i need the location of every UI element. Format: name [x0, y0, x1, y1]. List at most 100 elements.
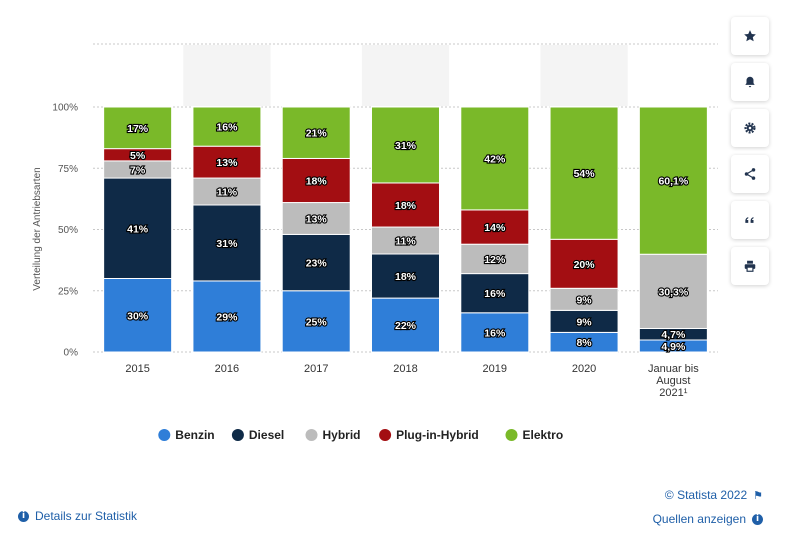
bar-segment	[460, 106, 530, 211]
data-label: 12%	[484, 254, 506, 266]
data-label: 11%	[395, 236, 416, 248]
data-label: 54%	[574, 168, 596, 180]
share-button[interactable]	[731, 155, 769, 193]
data-label: 22%	[395, 320, 417, 332]
info-icon: i	[18, 510, 29, 522]
data-label: 16%	[484, 327, 506, 339]
bar-segment	[281, 106, 351, 159]
data-label: 30,3%	[658, 286, 688, 298]
settings-button[interactable]	[731, 109, 769, 147]
legend-label: Benzin	[175, 428, 214, 442]
bar-segment	[460, 312, 530, 353]
data-label: 41%	[127, 223, 149, 235]
x-tick-label: August	[656, 375, 690, 387]
bell-icon	[745, 76, 755, 88]
y-tick-label: 25%	[58, 286, 78, 297]
bar-segment	[460, 243, 530, 275]
data-label: 9%	[576, 316, 592, 328]
data-label: 31%	[395, 140, 417, 152]
bar-segment	[638, 106, 708, 255]
data-label: 60,1%	[658, 176, 688, 188]
data-label: 18%	[395, 271, 417, 283]
favorite-button[interactable]	[731, 17, 769, 55]
data-label: 17%	[127, 123, 149, 135]
data-label: 30%	[127, 310, 149, 322]
y-axis-label: Verteilung der Antriebsarten	[32, 167, 43, 290]
x-tick-label: 2015	[125, 363, 149, 375]
bar-segment	[192, 106, 262, 147]
bar-segment	[281, 233, 351, 292]
legend-label: Plug-in-Hybrid	[396, 428, 479, 442]
data-label: 13%	[306, 213, 328, 225]
share-icon	[744, 168, 756, 180]
bar-segment	[371, 182, 440, 228]
bar-segment	[281, 157, 351, 204]
bar-segment	[371, 226, 440, 255]
details-link[interactable]: i Details zur Statistik	[18, 509, 137, 523]
data-label: 16%	[484, 288, 506, 300]
data-label: 9%	[576, 294, 592, 306]
y-tick-label: 100%	[52, 103, 78, 114]
bar-segment	[371, 253, 440, 299]
data-label: 20%	[574, 259, 596, 271]
gear-icon	[744, 122, 756, 134]
data-label: 11%	[217, 187, 238, 199]
copyright-text: © Statista 2022	[664, 488, 748, 502]
data-label: 42%	[484, 153, 506, 165]
y-tick-label: 50%	[58, 225, 78, 236]
band-5	[540, 45, 628, 106]
bar-segment	[371, 297, 440, 353]
notification-button[interactable]	[731, 63, 769, 101]
legend-label: Hybrid	[323, 428, 361, 442]
sidebar-toolbar	[731, 17, 771, 293]
data-label: 18%	[306, 176, 328, 188]
legend-label: Elektro	[523, 428, 564, 442]
x-tick-label: 2019	[483, 363, 507, 375]
x-tick-label: 2018	[393, 363, 417, 375]
data-label: 5%	[130, 150, 146, 162]
details-label: Details zur Statistik	[35, 509, 138, 523]
bar-segment	[103, 278, 173, 353]
legend-label: Diesel	[249, 428, 284, 442]
legend-marker	[158, 429, 171, 441]
y-tick-label: 0%	[64, 348, 79, 359]
quote-icon	[745, 217, 754, 223]
print-icon	[744, 260, 756, 272]
data-label: 25%	[306, 316, 328, 328]
legend-marker	[231, 429, 244, 441]
bar-segment	[281, 202, 351, 235]
bar-segment	[192, 204, 262, 282]
stacked-bar-chart: 0% 25% 50% 75% 100% Verteilung der Antriebsar…	[32, 43, 718, 442]
data-label: 18%	[395, 200, 417, 212]
bar-segment	[460, 209, 530, 245]
data-label: 29%	[216, 311, 238, 323]
bar-segment	[103, 177, 173, 279]
bar-segment	[192, 145, 262, 179]
y-tick-label: 75%	[58, 164, 78, 175]
data-label: 8%	[576, 337, 592, 349]
x-tick-label: 2016	[215, 363, 239, 375]
bar-segment	[192, 177, 262, 206]
x-tick-label: 2020	[572, 363, 596, 375]
legend-marker	[505, 429, 518, 441]
band-3	[361, 45, 450, 106]
print-button[interactable]	[731, 247, 769, 285]
info-icon: i	[752, 513, 763, 525]
cite-button[interactable]	[731, 201, 769, 239]
data-label: 13%	[216, 157, 238, 169]
sources-link[interactable]: Quellen anzeigen i	[653, 512, 763, 526]
star-icon	[744, 30, 756, 42]
bar-segment	[549, 238, 619, 289]
flag-icon[interactable]: ⚑	[753, 489, 763, 502]
band-1	[183, 45, 271, 106]
bar-segment	[103, 106, 173, 150]
x-tick-label: Januar bis	[648, 363, 699, 375]
sources-label: Quellen anzeigen	[652, 512, 746, 526]
bar-segment	[549, 106, 619, 240]
copyright-line: © Statista 2022 ⚑	[665, 488, 763, 502]
data-label: 7%	[130, 164, 146, 176]
bar-segment	[371, 106, 440, 184]
data-label: 4,7%	[661, 329, 686, 341]
data-label: 23%	[306, 258, 328, 270]
legend-marker	[305, 429, 318, 441]
